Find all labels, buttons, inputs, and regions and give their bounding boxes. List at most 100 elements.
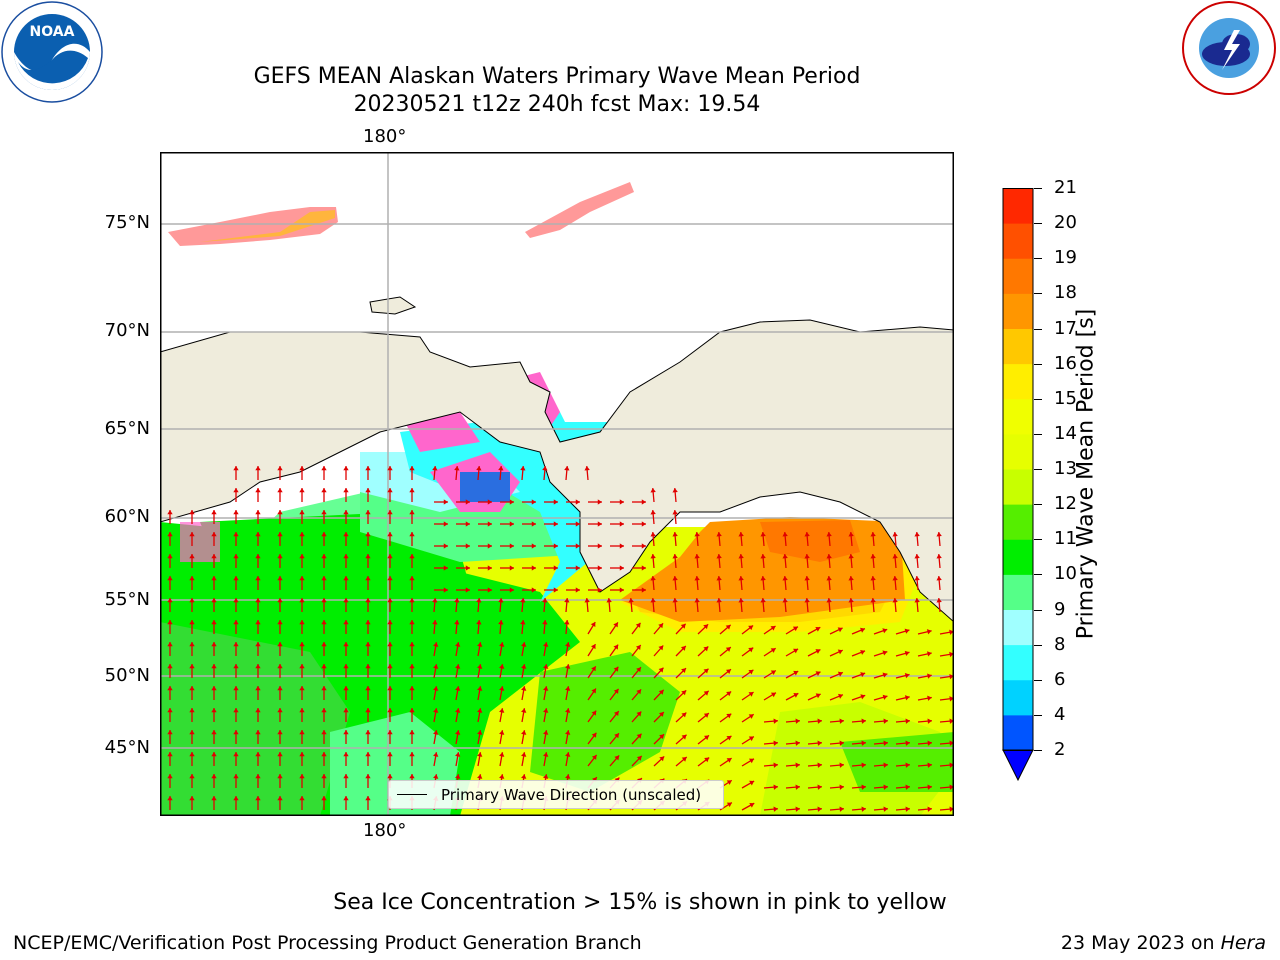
wave-arrow-head [748,692,754,697]
wave-arrow-head [650,554,656,559]
wave-arrow-head [839,718,844,724]
wave-arrow-head [167,576,173,581]
wave-arrow-head [167,664,173,669]
wave-arrow-head [650,488,656,493]
colorbar-segment [1003,363,1033,400]
wave-arrow-head [520,598,526,603]
wave-arrow-head [826,554,832,559]
wave-arrow-head [409,598,415,603]
colorbar-segment [1003,504,1033,540]
wave-arrow-head [409,708,415,713]
wave-arrow-head [365,510,371,515]
y-tick-55n: 55°N [104,589,150,610]
wave-arrow-head [387,664,393,669]
wave-arrow-head [860,694,866,700]
wave-arrow-head [658,712,664,717]
colorbar-segment [1003,223,1033,259]
wave-arrow-head [433,642,439,647]
wave-arrow-head [521,730,527,735]
wave-arrow-head [613,622,618,628]
wave-arrow-head [365,730,371,735]
wave-arrow-head [861,718,866,724]
wave-arrow-head [795,784,800,790]
nws-logo [1178,0,1280,100]
wave-arrow-head [575,565,580,571]
wave-arrow-head [321,466,327,471]
wave-arrow-head [277,664,283,669]
colorbar-tick-mark [1034,293,1042,295]
wave-arrow-head [883,718,888,724]
wave-arrow-head [773,718,778,724]
wave-arrow-head [681,712,687,718]
wave-arrow-head [455,686,461,691]
colorbar-tick-label: 8 [1054,633,1066,655]
colorbar-tick-mark [1034,469,1042,470]
wave-arrow-head [233,664,239,669]
colorbar-tick-label: 20 [1054,212,1077,234]
wave-arrow-head [860,627,865,633]
wave-arrow-head [613,644,619,650]
wave-arrow-head [343,752,349,757]
wave-arrow-head [455,708,461,713]
wave-arrow-head [299,796,305,801]
wave-arrow-head [914,554,920,559]
wave-arrow-head [498,620,504,625]
wave-arrow-head [904,695,910,701]
wave-arrow-head [343,774,349,779]
wave-arrow-head [499,752,505,757]
wave-arrow-head [277,598,283,603]
wave-arrow-head [861,806,866,812]
wave-arrow-head [255,620,261,625]
wave-arrow-head [613,666,619,672]
wave-direction-arrows [167,465,954,812]
wave-arrow-head [233,730,239,735]
wave-arrow-head [167,708,173,713]
wave-arrow-head [650,576,656,581]
wave-arrow-head [658,667,664,673]
wave-arrow-head [773,762,778,768]
wave-arrow-head [949,673,954,680]
wave-arrow-head [804,554,810,559]
colorbar-tick-mark [1034,504,1042,506]
wave-arrow-head [499,642,505,647]
wave-arrow-head [641,499,646,505]
wave-arrow-head [299,532,305,537]
wave-arrow-head [636,689,642,695]
wave-arrow-head [189,796,195,801]
wave-arrow-head [409,510,415,515]
colorbar-tick-mark [1034,750,1042,751]
wave-arrow-head [211,664,217,669]
wave-arrow-head [477,686,483,691]
wave-arrow-head [299,752,305,757]
wave-arrow-head [487,565,492,571]
wave-arrow-head [543,774,549,779]
wave-arrow-head [365,466,371,471]
wave-arrow-head [343,730,349,735]
wave-arrow-head [277,620,283,625]
colorbar-segment [1003,398,1033,435]
wave-arrow-head [277,466,283,471]
wave-arrow-head [565,686,571,691]
wave-arrow-head [387,554,393,559]
wave-arrow-head [748,669,754,675]
wave-arrow-head [565,642,571,647]
wave-arrow-head [949,762,954,768]
colorbar-segment [1003,258,1033,294]
wave-arrow-head [255,774,261,779]
wave-arrow-head [703,713,709,718]
wave-arrow-head [167,796,173,801]
wave-arrow-head [521,642,527,647]
wave-arrow-head [465,543,470,549]
wave-arrow-head [949,651,954,658]
colorbar-tick-label: 17 [1054,317,1077,339]
wave-arrow-head [619,587,624,593]
colorbar-tick-mark [1034,363,1042,365]
wave-arrow-head [531,499,536,505]
wave-arrow-head [255,664,261,669]
wave-arrow-head [725,669,731,675]
wave-arrow-head [520,620,526,625]
wave-arrow-head [905,806,910,812]
wave-arrow-head [343,686,349,691]
wave-arrow-head [892,598,898,603]
wave-arrow-head [277,488,283,493]
